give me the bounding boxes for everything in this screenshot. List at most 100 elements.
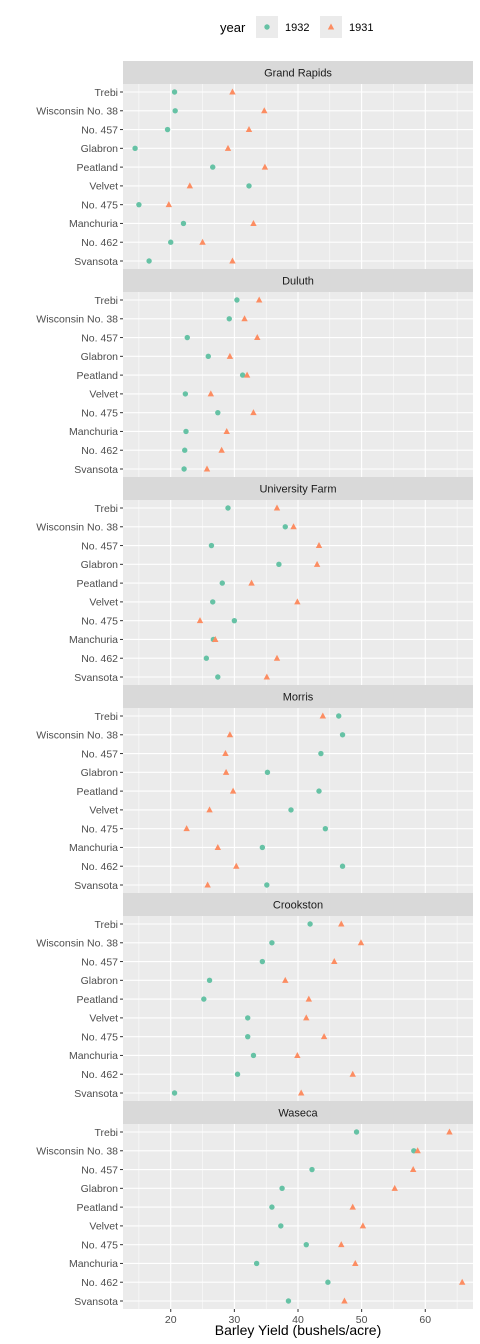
point-1932-velvet [278, 1223, 284, 1229]
point-1931-no-457 [222, 750, 229, 757]
y-tick-label: Peatland [77, 1202, 119, 1214]
point-1931-no-475 [165, 201, 173, 208]
y-tick-label: Velvet [89, 1013, 118, 1025]
point-1931-trebi [338, 920, 345, 927]
point-1932-svansota [215, 674, 221, 680]
point-1932-no-475 [136, 201, 142, 208]
facet-strip [123, 477, 473, 500]
point-1931-manchuria [294, 1051, 301, 1058]
point-1931-no-457 [315, 542, 323, 549]
y-tick-label: Manchuria [69, 1050, 118, 1062]
facet-strip-label: Waseca [278, 1108, 318, 1120]
facet-strip-label: Morris [283, 692, 314, 704]
y-tick-label: Peatland [77, 370, 119, 382]
y-tick-label: Velvet [89, 1221, 118, 1233]
point-1931-no-462 [199, 238, 206, 245]
point-1932-peatland [201, 996, 207, 1002]
point-1931-no-475 [196, 617, 204, 624]
y-tick-label: Wisconsin No. 38 [36, 314, 118, 326]
point-1931-velvet [207, 390, 215, 397]
point-1932-svansota [146, 258, 152, 264]
point-1931-svansota [341, 1297, 348, 1304]
point-1931-svansota [229, 257, 236, 264]
point-1931-velvet [303, 1014, 310, 1021]
y-tick-label: No. 457 [81, 332, 118, 344]
point-1932-wisconsin-no-38 [172, 108, 178, 114]
y-tick-label: No. 457 [81, 956, 118, 968]
point-1931-svansota [203, 465, 211, 472]
point-1931-svansota [204, 881, 211, 888]
y-tick-label: Velvet [89, 181, 118, 193]
point-1932-wisconsin-no-38 [269, 940, 275, 946]
point-1931-manchuria [212, 635, 219, 642]
point-1931-glabron [226, 352, 234, 359]
facet-strip [123, 893, 473, 916]
point-1931-no-475 [183, 825, 190, 832]
point-1932-manchuria [180, 220, 187, 227]
point-1932-no-462 [203, 655, 210, 661]
y-tick-label: Wisconsin No. 38 [36, 730, 118, 742]
point-1931-no-457 [254, 334, 261, 341]
facet-strip [123, 1101, 473, 1124]
point-1932-glabron [206, 977, 213, 984]
point-1931-wisconsin-no-38 [261, 107, 268, 114]
point-1931-no-462 [349, 1070, 356, 1077]
point-1931-peatland [229, 787, 237, 794]
point-1931-manchuria [214, 843, 222, 850]
y-tick-label: Velvet [89, 389, 118, 401]
facet-strip-label: Duluth [282, 276, 314, 288]
point-1932-velvet [182, 391, 189, 397]
point-1932-svansota [285, 1298, 292, 1304]
point-1932-glabron [279, 1185, 285, 1192]
x-tick-label: 60 [419, 1314, 431, 1326]
y-tick-label: Glabron [81, 559, 119, 571]
y-tick-label: No. 475 [81, 615, 118, 627]
point-1931-wisconsin-no-38 [357, 939, 365, 946]
legend-triangle-icon [327, 23, 335, 30]
point-1932-trebi [353, 1129, 360, 1135]
point-1932-no-475 [303, 1241, 309, 1248]
y-tick-label: Peatland [77, 162, 119, 174]
point-1932-velvet [288, 807, 294, 813]
y-tick-label: No. 457 [81, 1164, 118, 1176]
y-tick-label: Wisconsin No. 38 [36, 938, 118, 950]
y-tick-label: Svansota [74, 672, 118, 684]
point-1931-wisconsin-no-38 [414, 1147, 421, 1154]
point-1931-peatland [248, 579, 255, 586]
point-1932-no-457 [184, 334, 190, 341]
legend-circle-icon [264, 24, 270, 30]
y-tick-label: Wisconsin No. 38 [36, 106, 118, 118]
point-1932-trebi [307, 921, 313, 927]
panel-grand-rapids: Grand Rapids Trebi Wisconsin No. 38 No. 457… [36, 61, 473, 269]
point-1931-svansota [297, 1089, 305, 1096]
y-tick-label: Wisconsin No. 38 [36, 522, 118, 534]
point-1931-wisconsin-no-38 [290, 523, 297, 530]
point-1932-glabron [205, 353, 211, 360]
point-1932-trebi [336, 713, 342, 719]
y-tick-label: Wisconsin No. 38 [36, 1146, 118, 1158]
point-1932-wisconsin-no-38 [282, 524, 288, 530]
y-tick-label: No. 475 [81, 823, 118, 835]
point-1932-velvet [246, 183, 252, 189]
point-1932-manchuria [250, 1052, 257, 1059]
y-tick-label: Peatland [77, 994, 119, 1006]
legend: year 1932 1931 [220, 16, 373, 38]
point-1931-peatland [243, 371, 251, 378]
y-tick-label: No. 462 [81, 861, 118, 873]
point-1931-trebi [229, 88, 236, 95]
point-1932-glabron [132, 145, 138, 152]
legend-label-1931: 1931 [349, 22, 373, 34]
point-1931-manchuria [250, 219, 257, 226]
point-1932-no-457 [318, 750, 324, 757]
y-tick-label: Svansota [74, 256, 118, 268]
point-1931-trebi [446, 1128, 453, 1135]
point-1931-peatland [349, 1203, 356, 1210]
y-tick-label: Trebi [94, 919, 118, 931]
y-tick-label: Peatland [77, 786, 119, 798]
x-tick-label: 20 [165, 1314, 177, 1326]
point-1932-no-457 [164, 126, 171, 133]
point-1932-glabron [264, 769, 271, 776]
point-1931-velvet [206, 806, 213, 813]
panel-waseca: Waseca Trebi Wisconsin No. 38 No. 457 Glabro… [36, 1101, 473, 1309]
point-1931-trebi [319, 712, 327, 719]
